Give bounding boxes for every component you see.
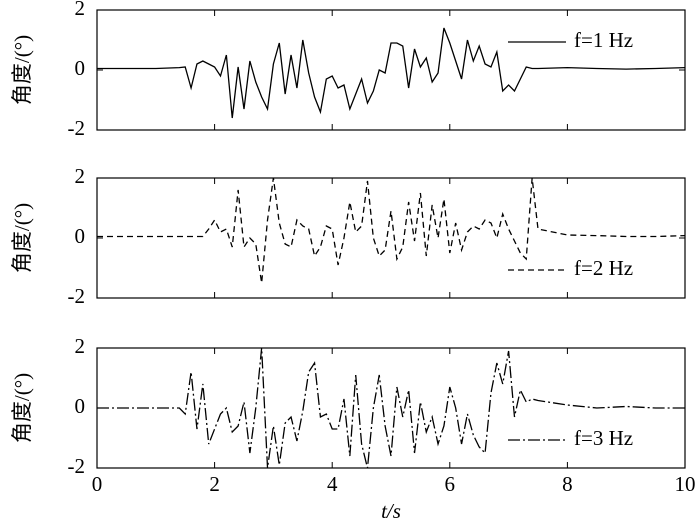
y-tick-label: 0 <box>75 394 86 418</box>
x-tick-label: 6 <box>445 472 456 496</box>
data-line <box>97 347 685 469</box>
plot-frame <box>96 9 686 131</box>
x-axis-label: t/s <box>381 499 401 523</box>
y-tick-label: 2 <box>75 334 86 358</box>
legend-label: f=1 Hz <box>574 28 633 52</box>
y-axis-label: 角度/(°) <box>10 35 34 105</box>
y-tick-label: 2 <box>75 0 86 20</box>
y-tick-label: 0 <box>75 56 86 80</box>
y-tick-label: -2 <box>68 454 86 478</box>
plot-frame <box>96 177 686 299</box>
y-axis-label: 角度/(°) <box>10 203 34 273</box>
legend-label: f=3 Hz <box>574 426 633 450</box>
y-tick-label: 2 <box>75 164 86 188</box>
x-tick-label: 4 <box>327 472 338 496</box>
data-line <box>97 177 686 284</box>
legend-label: f=2 Hz <box>574 256 633 280</box>
data-line <box>97 27 686 119</box>
subplot: -2 0 2 角度/(°) f=2 Hz <box>10 164 686 308</box>
plot-frame <box>96 347 686 469</box>
y-tick-label: 0 <box>75 224 86 248</box>
y-tick-label: -2 <box>68 116 86 140</box>
x-tick-label: 8 <box>562 472 573 496</box>
x-tick-label: 2 <box>209 472 220 496</box>
x-tick-label: 10 <box>675 472 696 496</box>
subplot: -2 0 2 角度/(°) f=1 Hz <box>10 0 686 140</box>
x-tick-label: 0 <box>92 472 103 496</box>
y-tick-label: -2 <box>68 284 86 308</box>
y-axis-label: 角度/(°) <box>10 373 34 443</box>
